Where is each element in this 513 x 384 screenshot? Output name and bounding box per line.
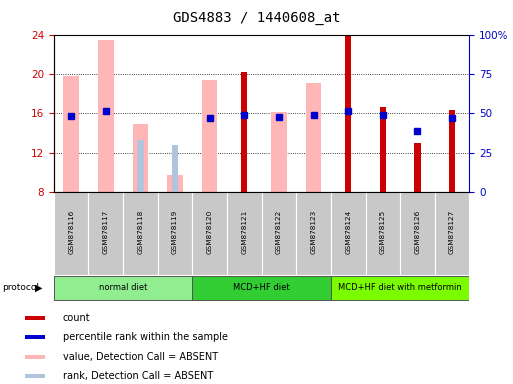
Bar	[241, 72, 247, 192]
Bar	[331, 192, 365, 275]
Text: GSM878126: GSM878126	[415, 210, 421, 254]
Text: value, Detection Call = ABSENT: value, Detection Call = ABSENT	[63, 352, 218, 362]
Bar	[227, 192, 262, 275]
Bar	[54, 192, 88, 275]
Bar	[64, 76, 79, 192]
Text: GSM878118: GSM878118	[137, 210, 144, 254]
Text: GSM878125: GSM878125	[380, 210, 386, 254]
Text: count: count	[63, 313, 91, 323]
Text: GSM878120: GSM878120	[207, 210, 213, 254]
Bar	[123, 192, 158, 275]
Text: GSM878117: GSM878117	[103, 210, 109, 254]
Bar	[331, 276, 469, 300]
Bar	[25, 354, 45, 359]
Bar	[25, 374, 45, 378]
Bar	[306, 83, 321, 192]
Text: MCD+HF diet with metformin: MCD+HF diet with metformin	[338, 283, 462, 293]
Bar	[192, 276, 331, 300]
Bar	[365, 192, 400, 275]
Bar	[25, 335, 45, 339]
Text: rank, Detection Call = ABSENT: rank, Detection Call = ABSENT	[63, 371, 213, 381]
Bar	[167, 175, 183, 192]
Text: GSM878124: GSM878124	[345, 210, 351, 254]
Text: MCD+HF diet: MCD+HF diet	[233, 283, 290, 293]
Bar	[262, 192, 296, 275]
Bar	[271, 112, 287, 192]
Bar	[296, 192, 331, 275]
Bar	[380, 108, 386, 192]
Text: percentile rank within the sample: percentile rank within the sample	[63, 332, 228, 342]
Bar	[98, 40, 113, 192]
Bar	[54, 276, 192, 300]
Text: GSM878116: GSM878116	[68, 210, 74, 254]
Bar	[400, 192, 435, 275]
Bar	[88, 192, 123, 275]
Text: GSM878121: GSM878121	[241, 210, 247, 254]
Bar	[192, 192, 227, 275]
Bar	[133, 124, 148, 192]
Bar	[172, 145, 178, 192]
Bar	[202, 80, 218, 192]
Bar	[345, 35, 351, 192]
Text: GSM878123: GSM878123	[310, 210, 317, 254]
Bar	[449, 110, 455, 192]
Bar	[137, 140, 144, 192]
Bar	[435, 192, 469, 275]
Text: GSM878127: GSM878127	[449, 210, 455, 254]
Text: GDS4883 / 1440608_at: GDS4883 / 1440608_at	[173, 11, 340, 25]
Text: GSM878122: GSM878122	[276, 210, 282, 254]
Text: normal diet: normal diet	[99, 283, 147, 293]
Text: ▶: ▶	[35, 283, 43, 293]
Bar	[415, 143, 421, 192]
Text: protocol: protocol	[3, 283, 40, 293]
Bar	[158, 192, 192, 275]
Bar	[25, 316, 45, 320]
Text: GSM878119: GSM878119	[172, 210, 178, 254]
